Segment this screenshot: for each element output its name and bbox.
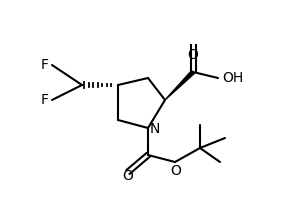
Polygon shape	[165, 71, 195, 100]
Text: F: F	[41, 58, 49, 72]
Text: O: O	[188, 48, 199, 62]
Text: O: O	[171, 164, 181, 178]
Text: OH: OH	[222, 71, 243, 85]
Text: O: O	[123, 169, 133, 183]
Text: F: F	[41, 93, 49, 107]
Text: N: N	[150, 122, 161, 136]
